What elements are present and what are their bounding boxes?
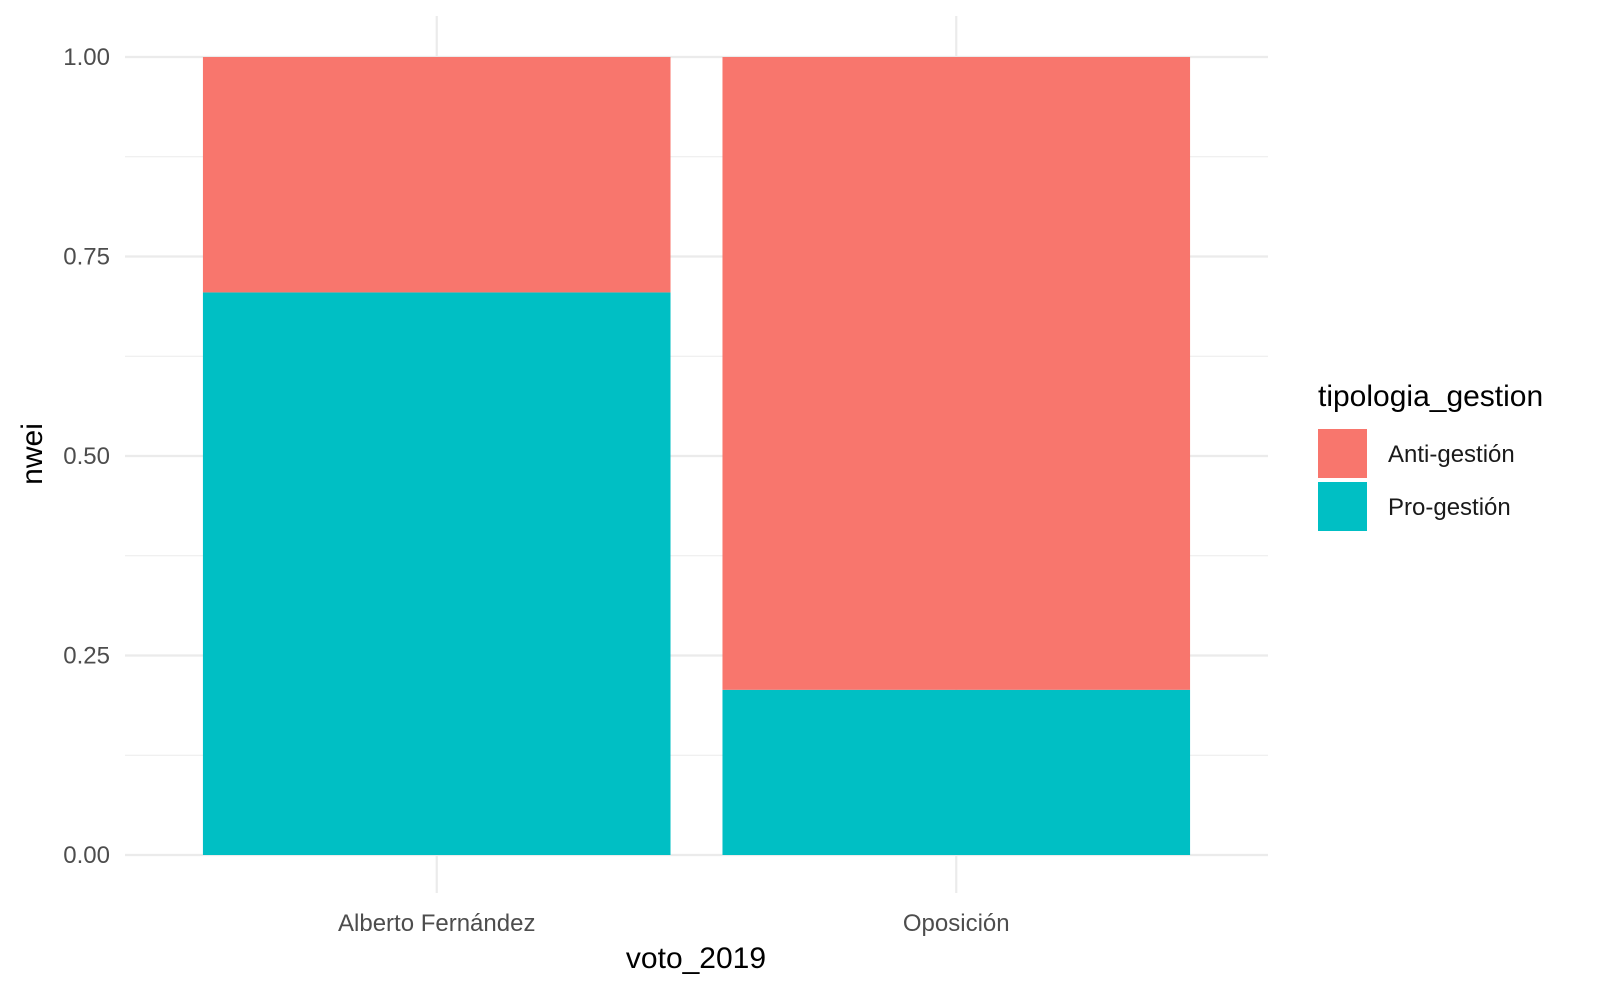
legend-items: Anti-gestión Pro-gestión [1318,429,1515,531]
y-tick-label: 0.00 [63,842,110,869]
y-axis-ticks: 0.00 0.25 0.50 0.75 1.00 [63,44,110,869]
x-axis-ticks: Alberto Fernández Oposición [338,910,1010,937]
bar-segment-anti-gesti-n [722,57,1191,690]
legend-key [1318,429,1367,478]
x-tick-label: Oposición [903,910,1010,937]
legend-title: tipologia_gestion [1318,380,1543,413]
bar-segment-pro-gesti-n [722,689,1191,855]
x-tick-label: Alberto Fernández [338,910,535,937]
y-axis-title: nwei [16,423,49,485]
x-axis-title: voto_2019 [626,942,766,975]
bar-segment-pro-gesti-n [202,292,671,855]
bar-segment-anti-gesti-n [202,57,671,293]
y-tick-label: 0.25 [63,643,110,670]
y-tick-label: 1.00 [63,44,110,71]
y-tick-label: 0.75 [63,244,110,271]
legend-label: Anti-gestión [1388,441,1515,468]
legend-key [1318,482,1367,531]
y-tick-label: 0.50 [63,443,110,470]
legend: tipologia_gestion Anti-gestión Pro-gestió… [1318,380,1543,531]
bars [202,57,1191,855]
legend-label: Pro-gestión [1388,494,1511,521]
